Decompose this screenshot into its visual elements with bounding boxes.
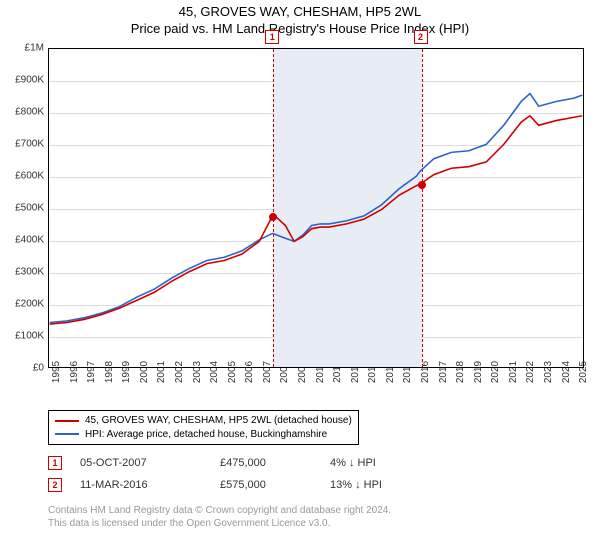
sale-date-1: 05-OCT-2007 bbox=[80, 457, 220, 469]
y-tick-label: £200K bbox=[0, 299, 44, 310]
y-tick-label: £800K bbox=[0, 107, 44, 118]
sales-table: 1 05-OCT-2007 £475,000 4% ↓ HPI 2 11-MAR… bbox=[48, 452, 440, 496]
chart-container: 45, GROVES WAY, CHESHAM, HP5 2WL Price p… bbox=[0, 0, 600, 560]
chart-title-line2: Price paid vs. HM Land Registry's House … bbox=[0, 21, 600, 40]
y-tick-label: £100K bbox=[0, 331, 44, 342]
legend-label-hpi: HPI: Average price, detached house, Buck… bbox=[85, 428, 327, 442]
footer: Contains HM Land Registry data © Crown c… bbox=[48, 504, 391, 530]
sale-diff-2: 13% ↓ HPI bbox=[330, 479, 440, 491]
y-tick-label: £500K bbox=[0, 203, 44, 214]
series-line bbox=[50, 94, 583, 323]
sale-price-2: £575,000 bbox=[220, 479, 330, 491]
sale-dot bbox=[418, 181, 426, 189]
y-tick-label: £300K bbox=[0, 267, 44, 278]
y-tick-label: £600K bbox=[0, 171, 44, 182]
legend-label-property: 45, GROVES WAY, CHESHAM, HP5 2WL (detach… bbox=[85, 414, 352, 428]
legend-item-hpi: HPI: Average price, detached house, Buck… bbox=[55, 428, 352, 442]
y-tick-label: £1M bbox=[0, 43, 44, 54]
sale-row-1: 1 05-OCT-2007 £475,000 4% ↓ HPI bbox=[48, 452, 440, 474]
legend-swatch-property bbox=[55, 420, 79, 422]
series-lines bbox=[49, 49, 583, 367]
legend: 45, GROVES WAY, CHESHAM, HP5 2WL (detach… bbox=[48, 410, 359, 445]
footer-line-2: This data is licensed under the Open Gov… bbox=[48, 517, 391, 530]
y-tick-label: £0 bbox=[0, 363, 44, 374]
sale-price-1: £475,000 bbox=[220, 457, 330, 469]
sale-row-2: 2 11-MAR-2016 £575,000 13% ↓ HPI bbox=[48, 474, 440, 496]
y-tick-label: £700K bbox=[0, 139, 44, 150]
footer-line-1: Contains HM Land Registry data © Crown c… bbox=[48, 504, 391, 517]
legend-swatch-hpi bbox=[55, 433, 79, 435]
plot-area bbox=[48, 48, 584, 368]
chart-title-line1: 45, GROVES WAY, CHESHAM, HP5 2WL bbox=[0, 0, 600, 21]
sale-dot bbox=[269, 213, 277, 221]
chart-marker-box: 2 bbox=[414, 30, 428, 44]
legend-item-property: 45, GROVES WAY, CHESHAM, HP5 2WL (detach… bbox=[55, 414, 352, 428]
y-tick-label: £400K bbox=[0, 235, 44, 246]
series-line bbox=[50, 116, 583, 324]
sale-marker-2: 2 bbox=[48, 478, 62, 492]
chart-marker-box: 1 bbox=[265, 30, 279, 44]
sale-diff-1: 4% ↓ HPI bbox=[330, 457, 440, 469]
sale-marker-1: 1 bbox=[48, 456, 62, 470]
sale-date-2: 11-MAR-2016 bbox=[80, 479, 220, 491]
y-tick-label: £900K bbox=[0, 75, 44, 86]
